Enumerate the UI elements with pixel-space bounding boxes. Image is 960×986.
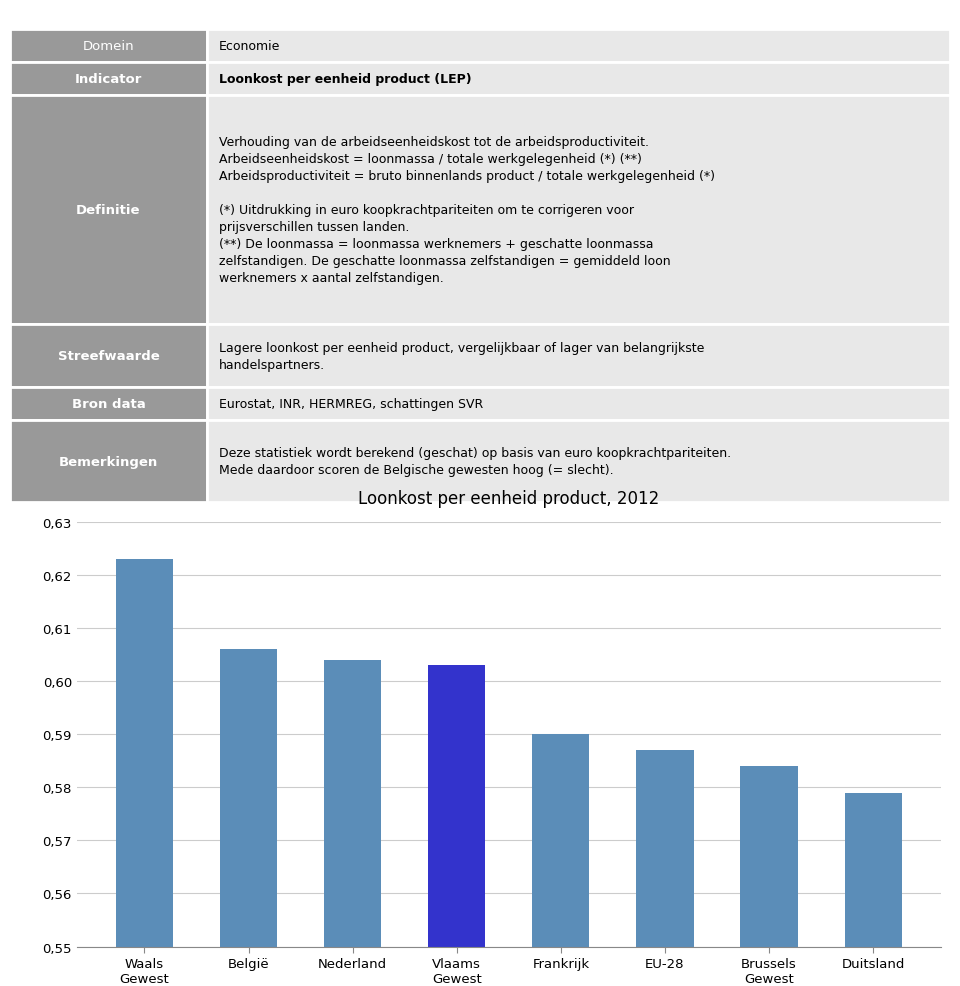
Text: Indicator: Indicator [75, 73, 142, 86]
Bar [207, 325, 950, 387]
Bar [636, 750, 693, 986]
Bar [207, 387, 950, 420]
Bar [532, 735, 589, 986]
Bar [207, 96, 950, 325]
Bar [10, 325, 207, 387]
Text: Definitie: Definitie [76, 204, 140, 217]
Text: Bron data: Bron data [71, 397, 145, 410]
Text: Verhouding van de arbeidseenheidskost tot de arbeidsproductiviteit.
Arbeidseenhe: Verhouding van de arbeidseenheidskost to… [219, 136, 714, 285]
Bar [10, 96, 207, 325]
Text: Domein: Domein [83, 39, 134, 52]
Text: Economie: Economie [219, 39, 280, 52]
Bar [10, 420, 207, 503]
Bar [10, 387, 207, 420]
Bar [10, 30, 207, 62]
Text: Loonkost per eenheid product (LEP): Loonkost per eenheid product (LEP) [219, 73, 471, 86]
Bar [220, 650, 277, 986]
Bar [207, 420, 950, 503]
Text: Bemerkingen: Bemerkingen [59, 456, 158, 468]
Bar [428, 666, 486, 986]
Bar [207, 62, 950, 96]
Bar [207, 30, 950, 62]
Text: Lagere loonkost per eenheid product, vergelijkbaar of lager van belangrijkste
ha: Lagere loonkost per eenheid product, ver… [219, 341, 704, 372]
Bar [116, 560, 173, 986]
Text: Deze statistiek wordt berekend (geschat) op basis van euro koopkrachtpariteiten.: Deze statistiek wordt berekend (geschat)… [219, 447, 731, 476]
Bar [740, 766, 798, 986]
Bar [324, 661, 381, 986]
Text: Eurostat, INR, HERMREG, schattingen SVR: Eurostat, INR, HERMREG, schattingen SVR [219, 397, 483, 410]
Text: Streefwaarde: Streefwaarde [58, 350, 159, 363]
Bar [845, 793, 901, 986]
Bar [10, 62, 207, 96]
Title: Loonkost per eenheid product, 2012: Loonkost per eenheid product, 2012 [358, 489, 660, 507]
